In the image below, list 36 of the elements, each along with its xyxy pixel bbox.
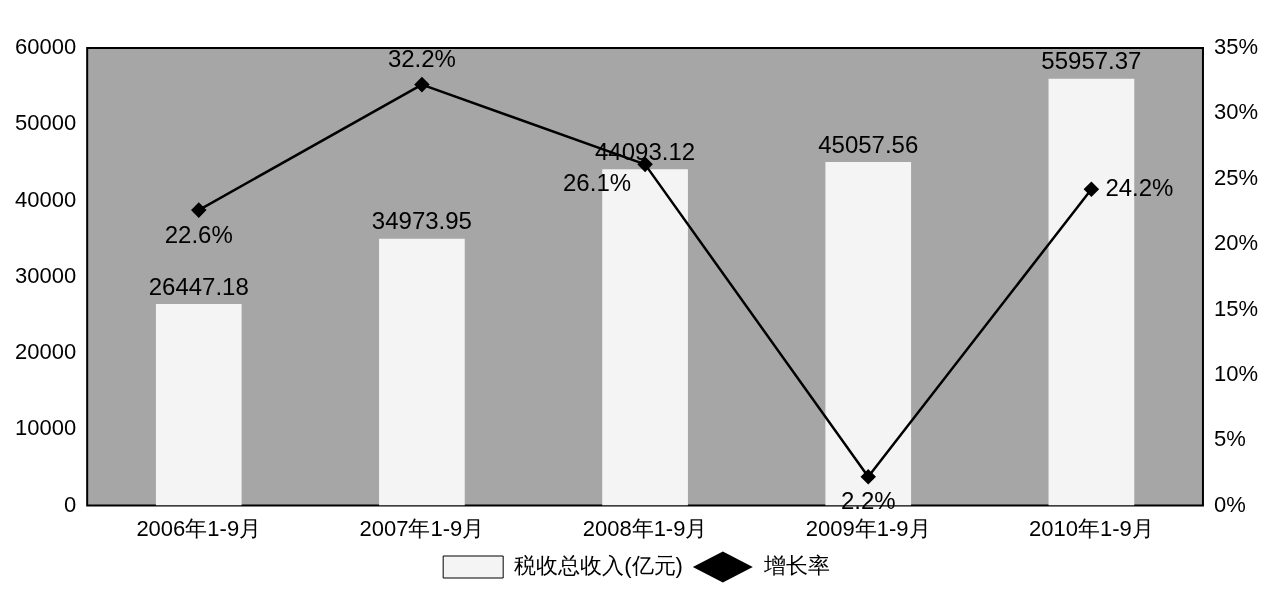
legend-label: 增长率 bbox=[762, 553, 830, 579]
data-label: 26.1% bbox=[563, 168, 632, 196]
point bbox=[860, 469, 876, 485]
data-label: 55957.37 bbox=[1041, 47, 1142, 75]
y2-tick-label: 25% bbox=[1213, 164, 1259, 190]
y-tick-label: 10000 bbox=[14, 415, 77, 441]
data-label: 26447.18 bbox=[148, 272, 249, 300]
x-tick-label: 2006年1-9月 bbox=[136, 515, 262, 541]
data-label: 22.6% bbox=[164, 220, 233, 248]
x-tick-label: 2009年1-9月 bbox=[805, 515, 931, 541]
legend-label: 税收总收入(亿元) bbox=[514, 553, 683, 579]
bar bbox=[155, 303, 242, 506]
y2-tick-label: 10% bbox=[1213, 360, 1259, 386]
x-tick-label: 2007年1-9月 bbox=[359, 515, 485, 541]
point bbox=[191, 202, 207, 218]
y2-tick-label: 35% bbox=[1213, 34, 1259, 60]
y2-tick-label: 30% bbox=[1213, 99, 1259, 125]
y-tick-label: 40000 bbox=[14, 186, 77, 212]
y-tick-label: 60000 bbox=[14, 34, 77, 60]
y-tick-label: 20000 bbox=[14, 339, 77, 365]
data-label: 34973.95 bbox=[371, 207, 472, 235]
y2-tick-label: 20% bbox=[1213, 230, 1259, 256]
bar bbox=[379, 238, 465, 506]
y2-tick-label: 0% bbox=[1213, 491, 1246, 517]
y2-tick-label: 15% bbox=[1213, 295, 1259, 321]
y-tick-label: 50000 bbox=[14, 110, 77, 136]
y2-tick-label: 5% bbox=[1213, 426, 1246, 452]
data-label: 24.2% bbox=[1105, 173, 1174, 201]
point bbox=[414, 77, 430, 92]
point bbox=[1084, 181, 1099, 197]
y-tick-label: 30000 bbox=[14, 262, 77, 288]
y-tick-label: 0 bbox=[63, 491, 77, 517]
x-tick-label: 2010年1-9月 bbox=[1029, 515, 1154, 541]
data-label: 45057.56 bbox=[818, 130, 919, 158]
data-label: 32.2% bbox=[387, 45, 456, 73]
x-tick-label: 2008年1-9月 bbox=[582, 515, 708, 541]
